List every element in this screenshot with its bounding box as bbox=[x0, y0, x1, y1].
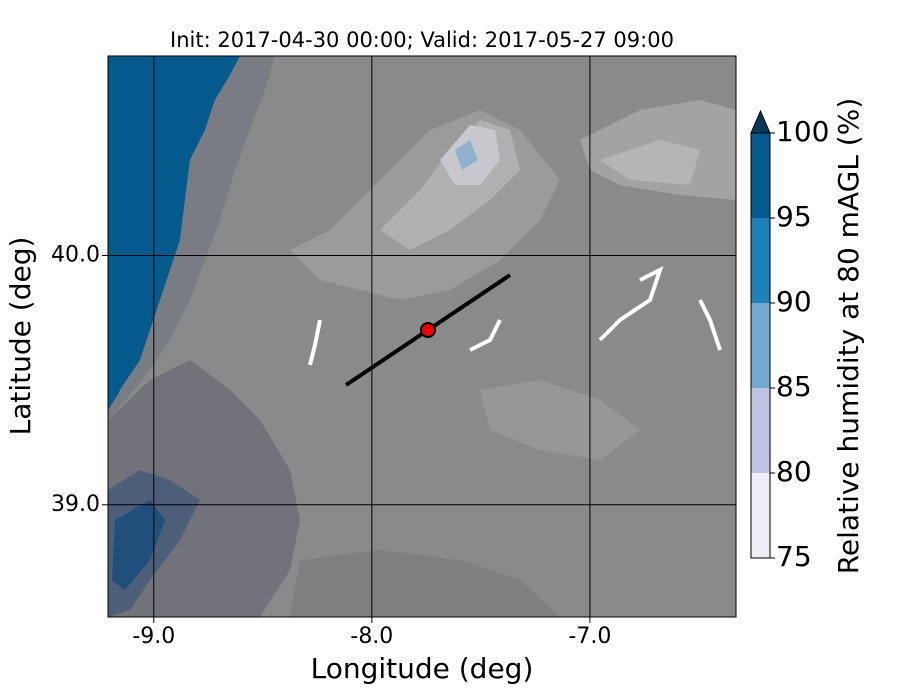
x-tick-label: -7.0 bbox=[568, 624, 611, 649]
colorbar-segment bbox=[751, 218, 770, 303]
terrain bbox=[480, 380, 640, 460]
x-tick-label: -8.0 bbox=[350, 624, 393, 649]
map-frame bbox=[107, 55, 737, 618]
terrain bbox=[290, 550, 560, 617]
map-area bbox=[108, 56, 736, 617]
colorbar-tick-label: 80 bbox=[776, 455, 812, 488]
humid-patch bbox=[112, 500, 165, 590]
y-axis-label: Latitude (deg) bbox=[4, 237, 37, 436]
coastal-band bbox=[108, 56, 275, 420]
x-axis-label: Longitude (deg) bbox=[311, 652, 534, 685]
high-terrain bbox=[600, 140, 700, 185]
x-tick-label: -9.0 bbox=[132, 624, 175, 649]
colorbar-segment bbox=[751, 303, 770, 388]
colorbar-label: Relative humidity at 80 mAGL (%) bbox=[832, 98, 865, 575]
colorbar: 75 80 85 90 95 100 bbox=[750, 109, 829, 573]
graticule bbox=[108, 56, 736, 617]
peak-humid bbox=[455, 140, 478, 170]
colorbar-frame bbox=[750, 132, 771, 559]
y-tick-label: 40.0 bbox=[51, 242, 100, 267]
title: Init: 2017-04-30 00:00; Valid: 2017-05-2… bbox=[170, 28, 674, 52]
colorbar-tick-label: 85 bbox=[776, 370, 812, 403]
site-marker bbox=[420, 322, 436, 338]
dry-streak bbox=[308, 266, 722, 366]
colorbar-tick-label: 90 bbox=[776, 285, 812, 318]
colorbar-extend bbox=[750, 109, 771, 134]
colorbar-segment bbox=[751, 473, 770, 558]
colorbar-segment bbox=[751, 388, 770, 473]
colorbar-tick-label: 100 bbox=[776, 115, 829, 148]
colorbar-tick-label: 95 bbox=[776, 200, 812, 233]
y-tick-label: 39.0 bbox=[51, 492, 100, 517]
colorbar-tick-label: 75 bbox=[776, 540, 812, 573]
ocean-humid bbox=[108, 56, 240, 420]
colorbar-segment bbox=[751, 133, 770, 218]
